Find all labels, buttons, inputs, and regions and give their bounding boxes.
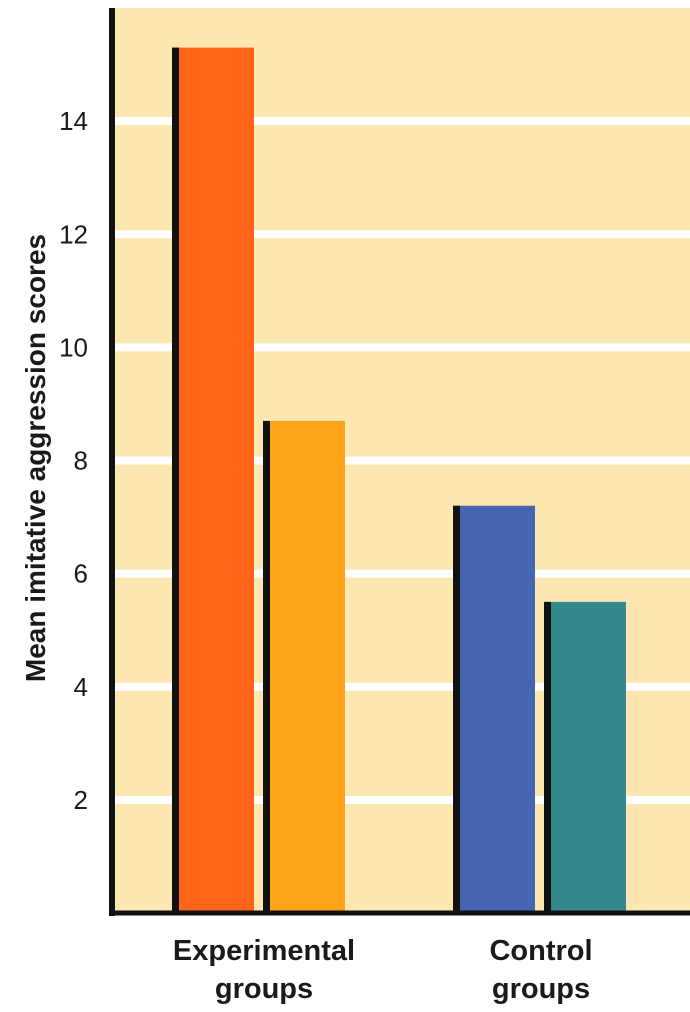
- category-label: Experimental groups: [173, 935, 355, 1005]
- y-axis-title: Mean imitative aggression scores: [20, 234, 51, 682]
- bar: [172, 47, 254, 913]
- y-tick-label: 14: [59, 106, 88, 136]
- category-labels: Experimental groups Control groups: [173, 935, 593, 1005]
- y-tick-label: 12: [59, 219, 88, 249]
- y-tick-label: 4: [74, 672, 88, 702]
- y-tick-label: 6: [74, 559, 88, 589]
- bar-fill: [544, 601, 626, 913]
- bar-fill: [263, 420, 345, 913]
- y-tick-label: 10: [59, 332, 88, 362]
- y-tick-labels: 2 4 6 8 10 12 14: [59, 106, 88, 815]
- bars: [172, 47, 626, 913]
- bar: [453, 505, 535, 913]
- bar-shadow-edge: [453, 505, 460, 913]
- bar-fill: [172, 47, 254, 913]
- bar-fill: [453, 505, 535, 913]
- bar: [544, 601, 626, 913]
- bar: [263, 420, 345, 913]
- bar-shadow-edge: [544, 601, 551, 913]
- category-label: Control groups: [489, 935, 592, 1005]
- bar-shadow-edge: [172, 47, 179, 913]
- y-tick-label: 2: [74, 785, 88, 815]
- y-tick-label: 8: [74, 446, 88, 476]
- bar-shadow-edge: [263, 420, 270, 913]
